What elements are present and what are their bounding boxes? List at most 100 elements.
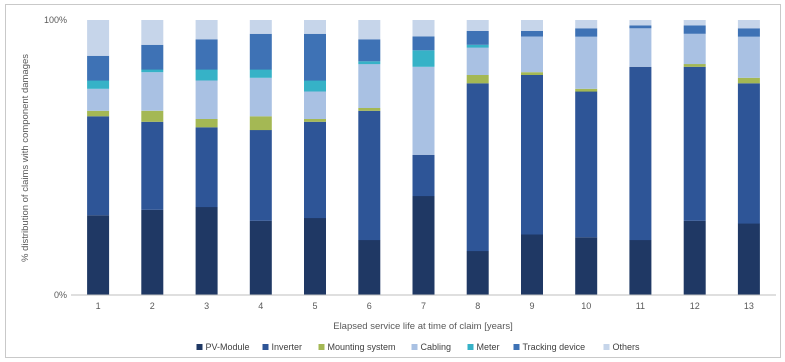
legend-item-cabling: Cabling [411,342,452,352]
bar-segment-others-7 [412,20,435,37]
legend-label: Inverter [272,342,303,352]
bar-segment-tracking-device-6 [358,39,381,62]
bar-segment-others-6 [358,20,381,40]
legend-swatch [467,344,474,350]
chart-frame: 0% 100% 1 2 3 4 5 6 7 8 9 10 11 12 13 % distribution … [5,4,781,358]
bar-segment-tracking-device-3 [195,39,218,70]
bar-segment-pv-module-1 [87,215,110,296]
bar-segment-tracking-device-7 [412,36,435,51]
bar-segment-tracking-device-8 [466,31,489,45]
legend-label: Cabling [421,342,452,352]
x-tick-labels: 1 2 3 4 5 6 7 8 9 10 11 12 13 [96,301,754,311]
bar-segment-mounting-system-10 [575,88,598,92]
bar-segment-inverter-4 [249,130,272,221]
bar-segment-others-8 [466,20,489,31]
bar-segment-tracking-device-9 [521,31,543,37]
bar-segment-others-2 [141,20,164,45]
bar-segment-inverter-5 [304,121,326,219]
bar-segment-inverter-2 [141,121,164,210]
bar-segment-meter-6 [358,61,381,65]
x-tick-label: 7 [421,301,426,311]
bar-segment-pv-module-5 [304,218,326,295]
y-tick-labels: 0% 100% [44,15,67,300]
bar-segment-mounting-system-1 [87,110,110,117]
bar-segment-inverter-10 [575,91,598,238]
bar-segment-pv-module-8 [466,251,489,295]
bar-segment-meter-7 [412,50,435,67]
bar-segment-inverter-7 [412,154,435,197]
bar-segment-others-1 [87,20,110,56]
bar-segment-mounting-system-3 [195,119,218,128]
x-tick-label: 8 [475,301,480,311]
bar-segment-inverter-11 [629,66,652,241]
y-axis-title: % distribution of claims with component … [20,54,31,262]
bar-segment-meter-8 [466,44,489,48]
bar-segment-inverter-13 [737,83,760,224]
bar-segment-mounting-system-5 [304,119,326,122]
x-tick-label: 12 [690,301,700,311]
legend-swatch [411,344,418,350]
bar-segment-cabling-13 [737,36,760,78]
bar-segment-pv-module-6 [358,240,381,295]
legend-item-others: Others [603,342,641,352]
legend-swatch [603,344,610,350]
bar-segment-cabling-9 [521,36,543,73]
bar-segment-pv-module-7 [412,196,435,295]
bar-segment-tracking-device-13 [737,28,760,37]
x-tick-label: 11 [636,301,645,311]
bar-segment-cabling-3 [195,80,218,119]
bar-segment-mounting-system-4 [249,116,272,131]
legend-label: Meter [477,342,500,352]
bar-segment-pv-module-2 [141,209,164,296]
legend-label: Others [613,342,641,352]
legend-swatch [262,344,269,350]
legend-swatch [318,344,325,350]
bar-segment-meter-4 [249,69,272,78]
bar-segment-meter-1 [87,80,110,89]
bar-segment-meter-3 [195,69,218,81]
bar-segment-pv-module-13 [737,223,760,295]
bar-segment-inverter-3 [195,127,218,208]
bar-segment-inverter-12 [683,66,706,221]
x-axis-title: Elapsed service life at time of claim [y… [333,321,513,332]
bar-segment-tracking-device-4 [249,33,272,70]
legend-item-pv-module: PV-Module [196,342,250,352]
bar-segment-inverter-9 [521,75,543,235]
bar-segment-tracking-device-5 [304,33,326,81]
legend-item-tracking-device: Tracking device [513,342,586,352]
bar-segment-pv-module-12 [683,220,706,296]
bar-segment-cabling-2 [141,72,164,111]
bar-segment-cabling-6 [358,64,381,108]
bar-segment-mounting-system-13 [737,77,760,84]
bar-segment-inverter-1 [87,116,110,216]
bar-segment-others-9 [521,20,543,31]
legend-label: Tracking device [523,342,586,352]
bar-segment-cabling-11 [629,28,652,67]
bar-segment-cabling-5 [304,91,326,119]
legend-label: PV-Module [206,342,250,352]
bar-segment-others-3 [195,20,218,40]
bar-segment-pv-module-3 [195,207,218,295]
bar-segment-cabling-4 [249,77,272,117]
bar-segment-cabling-12 [683,33,706,65]
bar-segment-mounting-system-12 [683,64,706,67]
x-tick-label: 3 [204,301,209,311]
legend-item-inverter: Inverter [262,342,303,352]
bar-segment-cabling-1 [87,88,110,111]
bar-segment-mounting-system-6 [358,108,381,111]
bar-segment-pv-module-9 [521,234,543,295]
bars-layer [87,20,760,296]
bar-segment-mounting-system-9 [521,72,543,75]
bar-segment-inverter-6 [358,110,381,241]
bar-segment-tracking-device-10 [575,28,598,37]
legend-label: Mounting system [328,342,396,352]
bar-segment-others-4 [249,20,272,34]
bar-segment-meter-5 [304,80,326,92]
bar-segment-others-13 [737,20,760,29]
bar-segment-cabling-10 [575,36,598,89]
legend-item-meter: Meter [467,342,500,352]
bar-segment-tracking-device-11 [629,25,652,29]
legend-item-mounting-system: Mounting system [318,342,396,352]
bar-segment-tracking-device-12 [683,25,706,34]
x-tick-label: 10 [581,301,591,311]
